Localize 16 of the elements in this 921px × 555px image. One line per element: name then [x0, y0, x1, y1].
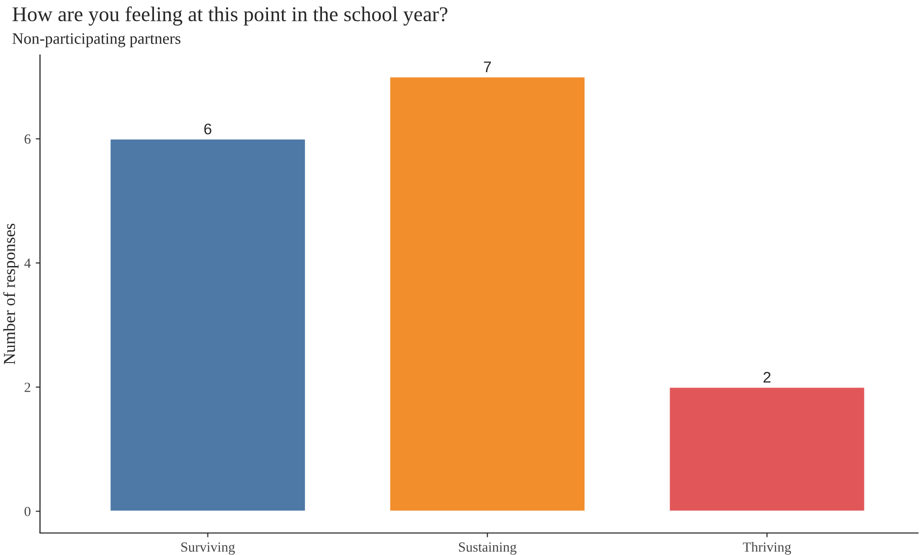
y-tick-label: 4 [24, 258, 31, 268]
y-axis-title: Number of responses [3, 224, 18, 364]
chart-subtitle: Non-participating partners [12, 33, 180, 48]
x-tick-label: Surviving [181, 542, 235, 555]
y-tick-label: 2 [24, 382, 30, 392]
data-label: 7 [484, 62, 491, 72]
data-label: 2 [764, 372, 770, 383]
bar [668, 386, 866, 512]
data-label: 6 [204, 124, 212, 134]
chart-title: How are you feeling at this point in the school year? [12, 6, 448, 26]
x-tick-label: Thriving [742, 542, 792, 555]
bar [388, 76, 586, 512]
y-tick-label: 6 [24, 134, 31, 144]
bar [109, 138, 306, 512]
y-tick-label: 0 [24, 506, 30, 516]
x-tick-label: Sustaining [458, 542, 516, 555]
